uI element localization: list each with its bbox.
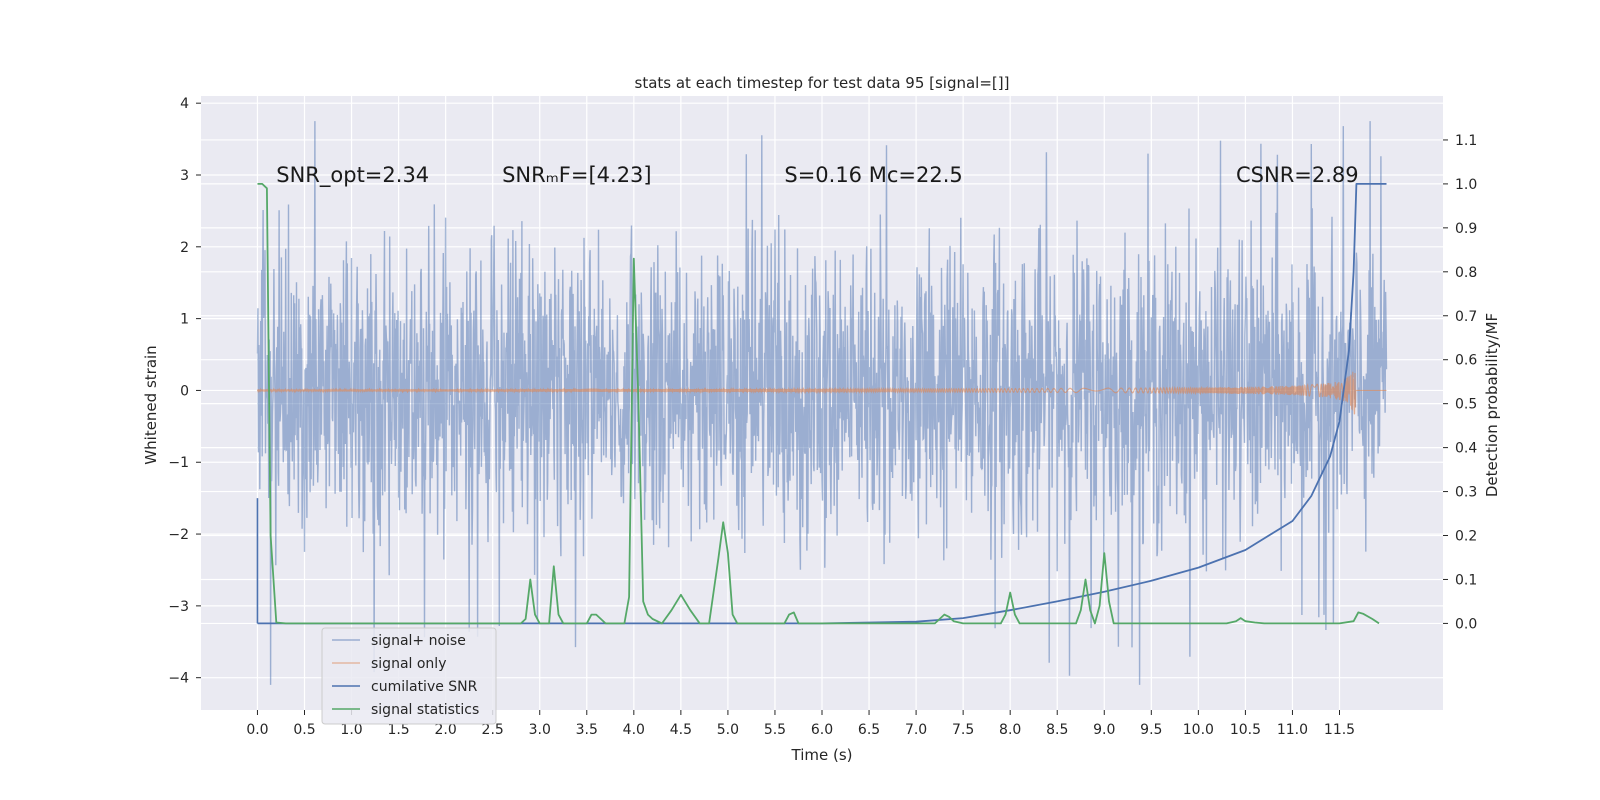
x-tick-label-2: 1.0 bbox=[340, 722, 362, 738]
x-tick-label-17: 8.5 bbox=[1046, 722, 1068, 738]
y-tick-label-8: 4 bbox=[180, 96, 189, 112]
x-tick-label-15: 7.5 bbox=[952, 722, 974, 738]
x-tick-label-9: 4.5 bbox=[670, 722, 692, 738]
y2-tick-label-5: 0.5 bbox=[1455, 397, 1477, 413]
y2-tick-label-8: 0.8 bbox=[1455, 265, 1477, 281]
y-axis-label: Whitened strain bbox=[142, 345, 160, 464]
legend-label-signal-statistics: signal statistics bbox=[371, 702, 479, 718]
x-tick-label-4: 2.0 bbox=[435, 722, 457, 738]
annotation-1: SNRₘF=[4.23] bbox=[502, 163, 652, 187]
x-tick-label-23: 11.5 bbox=[1324, 722, 1355, 738]
y-tick-label-2: −2 bbox=[168, 527, 189, 543]
legend-label-signal-only: signal only bbox=[371, 656, 446, 672]
y2-tick-label-7: 0.7 bbox=[1455, 309, 1477, 325]
x-tick-label-10: 5.0 bbox=[717, 722, 739, 738]
chart-title: stats at each timestep for test data 95 … bbox=[635, 74, 1010, 92]
y-tick-label-0: −4 bbox=[168, 671, 189, 687]
x-tick-label-0: 0.0 bbox=[246, 722, 268, 738]
legend-label-signal-plus-noise: signal+ noise bbox=[371, 633, 466, 649]
y-axis-left: −4 −3 −2 −1 0 1 2 3 4 bbox=[168, 96, 201, 687]
x-tick-label-14: 7.0 bbox=[905, 722, 927, 738]
cumulative-snr-line bbox=[257, 183, 1387, 625]
y2-tick-label-0: 0.0 bbox=[1455, 616, 1477, 632]
y2-tick-label-6: 0.6 bbox=[1455, 353, 1477, 369]
x-tick-label-13: 6.5 bbox=[858, 722, 880, 738]
y2-tick-label-10: 1.0 bbox=[1455, 177, 1477, 193]
x-tick-label-20: 10.0 bbox=[1183, 722, 1214, 738]
series-signal-statistics bbox=[257, 183, 1380, 625]
x-tick-label-1: 0.5 bbox=[293, 722, 315, 738]
x-tick-label-6: 3.0 bbox=[529, 722, 551, 738]
y2-tick-label-4: 0.4 bbox=[1455, 441, 1477, 457]
series-signal-only bbox=[256, 371, 1387, 415]
x-axis: 0.0 0.5 1.0 1.5 2.0 2.5 3.0 3.5 4.0 4.5 5.0 5.5 6.0 6… bbox=[246, 710, 1355, 738]
y2-tick-label-11: 1.1 bbox=[1455, 133, 1477, 149]
x-tick-label-7: 3.5 bbox=[576, 722, 598, 738]
y-tick-label-7: 3 bbox=[180, 168, 189, 184]
signal-statistics-line bbox=[257, 183, 1380, 625]
x-axis-label: Time (s) bbox=[791, 746, 853, 764]
y2-tick-label-1: 0.1 bbox=[1455, 572, 1477, 588]
y2-axis-label: Detection probability/MF bbox=[1483, 313, 1501, 497]
series-cumulative-snr bbox=[256, 183, 1387, 625]
legend-box bbox=[321, 627, 497, 725]
y-tick-label-6: 2 bbox=[180, 240, 189, 256]
annotation-0: SNR_opt=2.34 bbox=[276, 163, 429, 188]
y-tick-label-5: 1 bbox=[180, 312, 189, 328]
y-tick-label-3: −1 bbox=[168, 455, 189, 471]
annotation-2: S=0.16 Mᴄ=22.5 bbox=[784, 163, 962, 187]
x-tick-label-18: 9.0 bbox=[1093, 722, 1115, 738]
x-tick-label-21: 10.5 bbox=[1230, 722, 1261, 738]
x-tick-label-19: 9.5 bbox=[1140, 722, 1162, 738]
y-axis-right: 0.0 0.1 0.2 0.3 0.4 0.5 0.6 0.7 0.8 0.9 1.0 1.1 bbox=[1443, 133, 1477, 632]
y-tick-label-1: −3 bbox=[168, 599, 189, 615]
x-tick-label-12: 6.0 bbox=[811, 722, 833, 738]
x-tick-label-11: 5.5 bbox=[764, 722, 786, 738]
x-tick-label-22: 11.0 bbox=[1277, 722, 1308, 738]
x-tick-label-5: 2.5 bbox=[482, 722, 504, 738]
annotations: SNR_opt=2.34 SNRₘF=[4.23] S=0.16 Mᴄ=22.5 CS… bbox=[276, 163, 1358, 188]
y2-tick-label-2: 0.2 bbox=[1455, 529, 1477, 545]
y2-tick-label-9: 0.9 bbox=[1455, 221, 1477, 237]
x-tick-label-3: 1.5 bbox=[387, 722, 409, 738]
legend-label-cumulative-snr: cumilative SNR bbox=[371, 679, 478, 695]
annotation-3: CSNR=2.89 bbox=[1236, 163, 1359, 187]
x-tick-label-16: 8.0 bbox=[999, 722, 1021, 738]
chirp-trace bbox=[256, 371, 1387, 415]
legend: signal+ noise signal only cumilative SNR… bbox=[321, 627, 497, 725]
y-tick-label-4: 0 bbox=[180, 383, 189, 399]
y2-tick-label-3: 0.3 bbox=[1455, 485, 1477, 501]
x-tick-label-8: 4.0 bbox=[623, 722, 645, 738]
